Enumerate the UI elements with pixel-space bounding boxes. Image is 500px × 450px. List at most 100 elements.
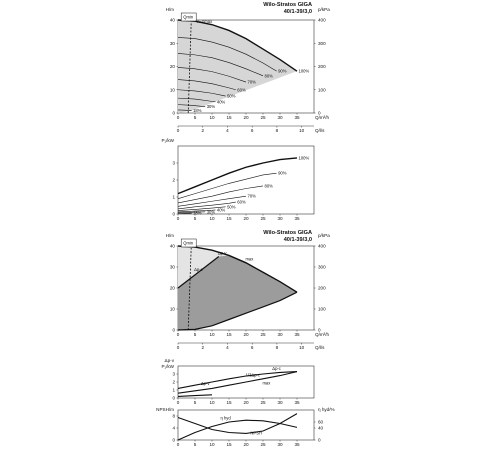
- power-x-tick-label: 20: [243, 216, 249, 221]
- head-curve-70pct: [177, 67, 247, 83]
- power-plot-frame: [177, 145, 315, 215]
- head-curve-90pct: [177, 37, 277, 72]
- power-curve-30pct: [177, 211, 206, 214]
- power-series-label: 40%: [217, 207, 226, 212]
- head_flow-series-label: 50%: [227, 94, 236, 99]
- motor_power-x-tick-label: 35: [294, 400, 300, 405]
- power-series-label: 30%: [207, 209, 216, 214]
- head_flow-y-right-tick-label: 200: [318, 64, 326, 69]
- head_flow-y-tick-label: 0: [172, 111, 175, 116]
- head-curve-50pct: [177, 89, 226, 97]
- operating_range-x-tick-label: 20: [243, 332, 249, 337]
- operating_range-x2-tick-label: 6: [251, 345, 254, 350]
- power-curve-100pct: [177, 157, 298, 195]
- power-y-tick-label: 2: [172, 178, 175, 183]
- chart-title: Wilo-Stratos GIGA: [263, 2, 312, 8]
- head_flow-series-label: 90%: [278, 69, 287, 74]
- head-curve-80pct: [177, 53, 264, 77]
- chart-subtitle: 40/1-39/3,0: [284, 9, 312, 15]
- npsh-label: NPSH: [250, 431, 262, 436]
- power-y-label: P₁/kW: [161, 138, 174, 143]
- npsh-y-tick-label: 8: [172, 414, 175, 419]
- operating_range-y-right-tick-label: 0: [318, 328, 321, 333]
- operating_range-y-right-tick-label: 100: [318, 307, 326, 312]
- head-curve-40pct: [177, 97, 216, 103]
- power-series-label: 18%: [193, 211, 202, 216]
- head_flow-y-right-tick-label: 300: [318, 41, 326, 46]
- operating_range-y-tick-label: 20: [170, 286, 176, 291]
- operating_range-x2-tick-label: 10: [299, 345, 305, 350]
- operating_range-y-right-tick-label: 200: [318, 286, 326, 291]
- motor_power-x-tick-label: 30: [277, 400, 283, 405]
- range-max-curve: [177, 245, 298, 293]
- head_flow-series-label: 18%: [193, 108, 202, 113]
- range-y-label-left: H/m: [166, 233, 175, 238]
- eta-hyd-label: η hyd: [220, 415, 231, 420]
- npsh-x-tick-label: 35: [294, 442, 300, 447]
- y-label-right: p/kPa: [318, 7, 330, 12]
- motor-y-label: Δp-v: [165, 358, 175, 363]
- head_flow-x-tick-label: 5: [194, 115, 197, 120]
- motor-label-max: max: [262, 380, 271, 385]
- range-label-dpv: Δp-v: [218, 250, 228, 255]
- motor-label-dpv: Δp-v: [201, 381, 211, 386]
- head_flow-y-tick-label: 30: [170, 41, 176, 46]
- power-series-label: 60%: [237, 200, 246, 205]
- head_flow-series-label: 100%: [299, 69, 310, 74]
- head_flow-series-label: 70%: [248, 80, 257, 85]
- operating_range-y-tick-label: 10: [170, 307, 176, 312]
- operating_range-y-tick-label: 40: [170, 244, 176, 249]
- operating_range-y-right-tick-label: 400: [318, 244, 326, 249]
- head_flow-x2-tick-label: 8: [276, 128, 279, 133]
- motor-curve-0: [177, 371, 298, 389]
- power-x-tick-label: 10: [209, 216, 215, 221]
- head_flow-x2-tick-label: 6: [251, 128, 254, 133]
- power-series-label: 100%: [299, 155, 310, 160]
- motor-label-dpc: Δp-c: [272, 366, 281, 371]
- npsh-x-tick-label: 25: [260, 442, 266, 447]
- head_flow-x-tick-label: 0: [177, 115, 180, 120]
- motor_power-x-tick-label: 0: [177, 400, 180, 405]
- npsh-x-tick-label: 30: [277, 442, 283, 447]
- npsh-y-tick-label: 4: [172, 426, 175, 431]
- motor_power-x-tick-label: 20: [243, 400, 249, 405]
- operating_range-x-tick-label: 25: [260, 332, 266, 337]
- motor-y-label-2: P₁/kW: [161, 364, 174, 369]
- power-x-tick-label: 30: [277, 216, 283, 221]
- range-y-label-right: p/kPa: [318, 233, 330, 238]
- range-label-dpc: Δp-c: [194, 267, 203, 272]
- npsh-y-tick-label: 0: [172, 438, 175, 443]
- range-dpv-line: [177, 256, 220, 289]
- power-x-tick-label: 25: [260, 216, 266, 221]
- motor_power-x-tick-label: 25: [260, 400, 266, 405]
- motor-curve-1: [177, 371, 298, 394]
- head-range-band: [178, 20, 297, 113]
- head_flow-x2-tick-label: 2: [201, 128, 204, 133]
- power-x-tick-label: 5: [194, 216, 197, 221]
- motor-label-third: 1/3Δp-c: [246, 372, 260, 377]
- head_flow-series-label: 30%: [207, 104, 216, 109]
- power-curve-90pct: [177, 172, 277, 199]
- power-x-tick-label: 35: [294, 216, 300, 221]
- range-label-max: max: [245, 257, 254, 262]
- head-curve-100pct: [177, 19, 298, 72]
- head_flow-y-tick-label: 20: [170, 64, 176, 69]
- head_flow-x-tick-label: 20: [243, 115, 249, 120]
- motor_power-y-tick-label: 0: [172, 396, 175, 401]
- range-subtitle: 40/1-39/3,0: [284, 237, 312, 243]
- npsh-y-right-tick-label: 60: [318, 420, 324, 425]
- head-curve-30pct: [177, 104, 206, 108]
- power-x-tick-label: 0: [177, 216, 180, 221]
- head_flow-x-tick-label: 25: [260, 115, 266, 120]
- operating_range-x-tick-label: 15: [226, 332, 232, 337]
- x-label: Q/m³/h: [315, 115, 329, 120]
- qmin-box: [180, 12, 197, 22]
- npsh-x-tick-label: 5: [194, 442, 197, 447]
- head_flow-x2-tick-label: 10: [299, 128, 305, 133]
- head_flow-y-right-tick-label: 400: [318, 18, 326, 23]
- range-inner-area: [178, 255, 297, 330]
- power-series-label: 50%: [227, 204, 236, 209]
- operating_range-x2-tick-label: 0: [177, 345, 180, 350]
- operating_range-y-right-tick-label: 300: [318, 265, 326, 270]
